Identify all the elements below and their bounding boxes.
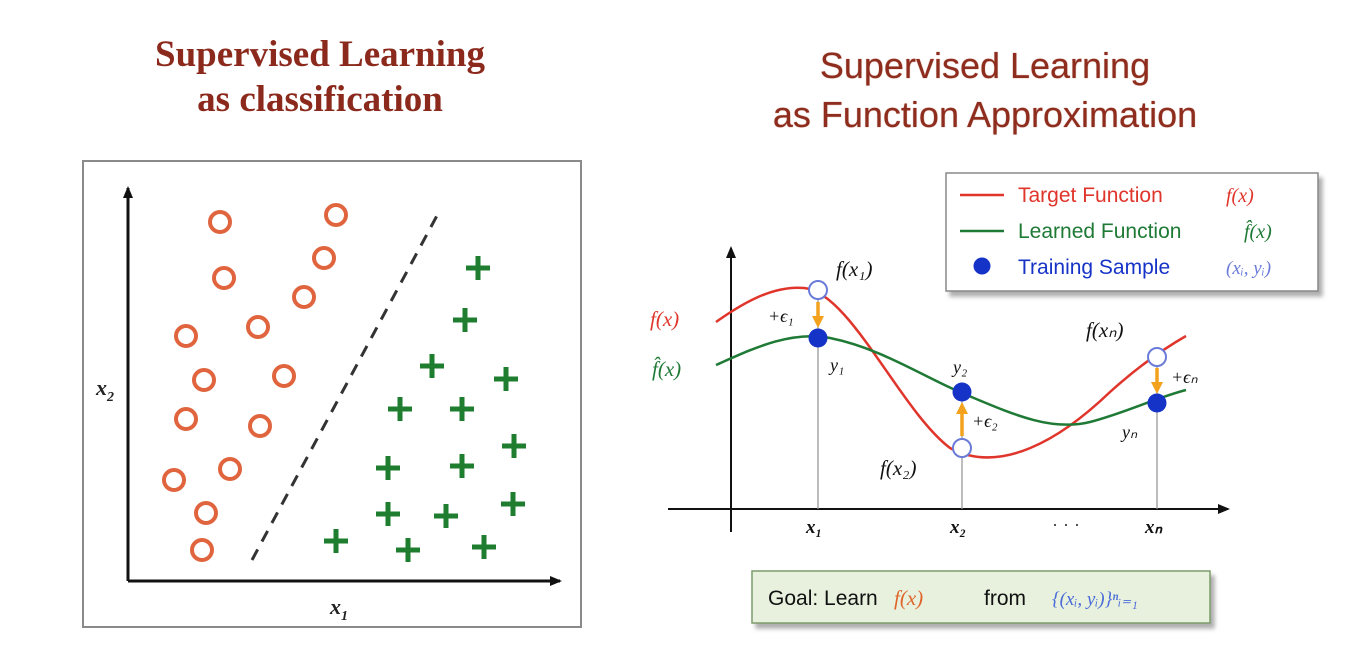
x2-axis-label: x2 <box>95 375 114 405</box>
learned-function-curve <box>715 334 1187 426</box>
y1-label: y₁ <box>828 355 844 375</box>
target-point-n <box>1147 347 1167 367</box>
class-plus-12 <box>501 492 525 516</box>
x2-tick-label: x₂ <box>949 517 966 538</box>
eps2-label: +ϵ₂ <box>972 411 998 431</box>
class-plus-5 <box>388 397 412 421</box>
class-plus-10 <box>376 502 400 526</box>
class-circle-7 <box>246 315 270 339</box>
goal-box: Goal: Learn f(x) from {(xᵢ, yᵢ)}ⁿᵢ₌₁ <box>751 570 1211 624</box>
legend: Target Function f(x) Learned Function f̂… <box>945 172 1319 292</box>
class-plus-4 <box>494 367 518 391</box>
target-function-curve <box>715 286 1187 459</box>
legend-target-label: Target Function <box>1018 184 1163 207</box>
fhat-left-label: f̂(x) <box>652 357 681 381</box>
fxn-label: f(xₙ) <box>1086 318 1124 342</box>
legend-learned-math: f̂(x) <box>1244 219 1272 243</box>
fx2-label: f(x₂) <box>880 456 916 480</box>
class-plus-7 <box>502 434 526 458</box>
class-circle-11 <box>248 414 272 438</box>
class-circle-5 <box>292 285 316 309</box>
training-sample-1 <box>808 328 828 348</box>
class-circle-8 <box>192 368 216 392</box>
class-circle-10 <box>174 407 198 431</box>
classification-panel <box>82 160 582 628</box>
class-plus-11 <box>434 504 458 528</box>
class-circle-12 <box>218 457 242 481</box>
class-plus-3 <box>420 354 444 378</box>
class-plus-1 <box>466 256 490 280</box>
goal-prefix: Goal: Learn <box>768 587 878 610</box>
left-title: Supervised Learning as classification <box>60 32 580 122</box>
class-plus-15 <box>472 535 496 559</box>
decision-boundary <box>250 209 442 561</box>
yn-label: yₙ <box>1120 422 1138 442</box>
class-circle-1 <box>208 210 232 234</box>
right-title-line2: as Function Approximation <box>772 93 1198 135</box>
class-plus-13 <box>324 529 348 553</box>
class-circle-3 <box>212 266 236 290</box>
eps1-label: +ϵ₁ <box>768 306 794 326</box>
class-plus-9 <box>450 454 474 478</box>
target-point-2 <box>952 438 972 458</box>
dots-label: · · · <box>1052 514 1080 534</box>
legend-sample-math: (xᵢ, yᵢ) <box>1226 258 1271 279</box>
x1-tick-label: x₁ <box>805 517 822 538</box>
goal-math-set: {(xᵢ, yᵢ)}ⁿᵢ₌₁ <box>1052 589 1138 610</box>
legend-sample-label: Training Sample <box>1018 256 1170 279</box>
target-point-1 <box>808 280 828 300</box>
class-circle-6 <box>174 324 198 348</box>
goal-middle: from <box>984 587 1026 610</box>
left-title-line1: Supervised Learning <box>155 34 485 75</box>
fx-left-label: f(x) <box>650 307 679 331</box>
training-sample-2 <box>952 382 972 402</box>
epsn-label: +ϵₙ <box>1171 367 1198 387</box>
class-circle-14 <box>194 501 218 525</box>
fx1-label: f(x₁) <box>836 257 872 281</box>
class-circle-9 <box>272 364 296 388</box>
y2-label: y₂ <box>951 357 967 377</box>
training-sample-n <box>1147 393 1167 413</box>
class-plus-14 <box>396 538 420 562</box>
class-pluses <box>324 256 526 562</box>
xn-tick-label: xₙ <box>1144 517 1164 538</box>
class-circle-4 <box>312 246 336 270</box>
class-plus-2 <box>453 308 477 332</box>
class-circle-13 <box>162 468 186 492</box>
right-title: Supervised Learning as Function Approxim… <box>660 42 1310 139</box>
class-plus-8 <box>376 456 400 480</box>
right-title-line1: Supervised Learning <box>819 45 1151 86</box>
left-title-line2: as classification <box>197 79 443 121</box>
class-circle-15 <box>190 538 214 562</box>
class-plus-6 <box>450 397 474 421</box>
legend-target-math: f(x) <box>1226 185 1254 207</box>
x1-axis-label: x1 <box>329 594 348 624</box>
class-circles <box>162 203 348 562</box>
goal-math-fx: f(x) <box>894 586 923 610</box>
legend-learned-label: Learned Function <box>1018 220 1181 243</box>
class-circle-2 <box>324 203 348 227</box>
